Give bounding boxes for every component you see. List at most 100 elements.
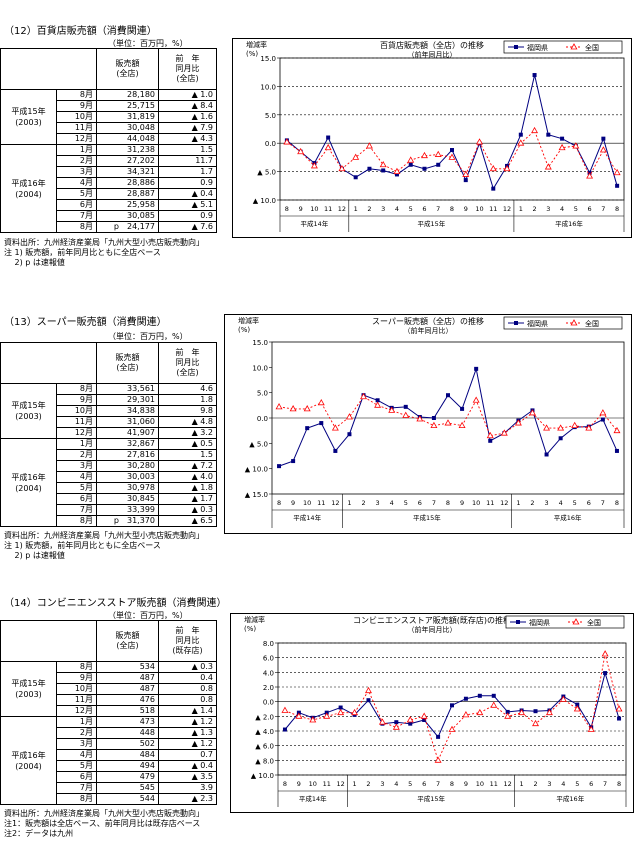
data-point-fukuoka	[366, 698, 371, 703]
sales-cell: 544	[96, 793, 159, 805]
sales-cell: p 24,177	[96, 221, 159, 233]
month-cell: 2月	[56, 449, 97, 461]
x-tick-label: 10	[309, 780, 317, 788]
yoy-cell: 1.7	[158, 166, 217, 178]
yoy-cell: ▲ 1.2	[158, 716, 217, 728]
x-tick-label: 11	[489, 205, 497, 213]
notes-conv: 資料出所：九州経済産業局「九州大型小売店販売動向」 注1：販売額は全店ベース、前年…	[4, 809, 204, 839]
yoy-cell: ▲ 6.5	[158, 515, 217, 527]
x-tick-label: 7	[432, 499, 436, 507]
data-point-national	[613, 168, 621, 176]
chart-frame	[224, 314, 632, 534]
sales-cell: 473	[96, 716, 159, 728]
data-point-national	[309, 716, 317, 723]
chart-dept: 百貨店販売額（全店）の推移 （前年同月比） 増減率 (%) 15.0 10.0 5.0 0.0…	[232, 38, 632, 242]
year-group-label: 平成15年	[417, 794, 445, 803]
sales-cell: 25,958	[96, 199, 159, 211]
month-cell: 3月	[56, 738, 97, 750]
yoy-cell: ▲ 1.3	[158, 727, 217, 739]
y-tick-label: 5.0	[257, 390, 268, 398]
y-tick-label: 15.0	[260, 55, 276, 63]
x-tick-label: 11	[323, 780, 331, 788]
y-tick-label: 10.0	[252, 364, 268, 372]
data-point-national	[543, 424, 551, 431]
table-row: 6月 30,845 ▲ 1.7	[1, 493, 217, 505]
data-point-national	[297, 147, 305, 155]
x-tick-label: 9	[291, 499, 295, 507]
x-tick-label: 8	[283, 780, 287, 788]
month-cell: 11月	[56, 694, 97, 706]
data-point-national	[613, 426, 621, 434]
sales-cell: 487	[96, 683, 159, 695]
x-tick-label: 9	[464, 205, 468, 213]
line-chart: 百貨店販売額（全店）の推移（前年同月比） 増減率(%)15.0 10.0 5.0 0.0…	[232, 38, 632, 238]
year-group-label: 平成15年 (2003)	[0, 89, 57, 145]
data-point-national	[601, 650, 609, 657]
yoy-cell: 4.6	[158, 383, 217, 395]
data-point-national	[352, 153, 360, 160]
sales-cell: 30,978	[96, 482, 159, 494]
table-row: 3月 34,321 1.7	[1, 166, 217, 178]
legend-marker-fukuoka	[514, 321, 518, 325]
sales-cell: 41,907	[96, 427, 159, 439]
sales-cell: 29,301	[96, 394, 159, 406]
year-group-label: 平成16年 (2004)	[0, 438, 57, 527]
y-tick-label: ▲ 4.0	[255, 728, 274, 736]
x-tick-label: 2	[361, 499, 365, 507]
unit-label-conv: （単位：百万円，%）	[108, 611, 188, 620]
y-axis-label: (%)	[238, 326, 250, 334]
x-tick-label: 1	[354, 205, 358, 213]
section-title-conv: （14）コンビニエンスストア販売額（消費関連）	[4, 598, 227, 609]
data-point-fukuoka	[600, 417, 605, 422]
sales-cell: 32,867	[96, 438, 159, 450]
x-tick-label: 10	[475, 205, 483, 213]
data-point-national	[489, 164, 497, 172]
month-cell: 2月	[56, 155, 97, 167]
legend-label: 全国	[587, 618, 601, 627]
data-point-fukuoka	[533, 709, 538, 714]
table-row: 7月 30,085 0.9	[1, 210, 217, 222]
note-line: 注 1) 販売額，前年同月比ともに全店ベース	[4, 248, 161, 257]
note-line: 注 1) 販売額，前年同月比ともに全店ベース	[4, 541, 161, 550]
table-header-row: 販売額 (全店) 前 年同月比 (全店)	[0, 342, 217, 384]
y-tick-label: ▲ 6.0	[255, 743, 274, 751]
x-tick-label: 8	[615, 205, 619, 213]
data-point-national	[545, 708, 553, 716]
table-col-header: 前 年同月比 (全店)	[158, 48, 217, 90]
data-point-national	[557, 424, 565, 431]
x-tick-label: 8	[450, 205, 454, 213]
year-group-label: 平成15年 (2003)	[0, 661, 57, 717]
yoy-cell: ▲ 7.2	[158, 460, 217, 472]
x-tick-label: 8	[615, 499, 619, 507]
legend-marker-national	[570, 43, 578, 50]
month-cell: 11月	[56, 122, 97, 134]
x-tick-label: 12	[338, 205, 346, 213]
data-point-fukuoka	[394, 720, 399, 725]
data-point-fukuoka	[431, 416, 436, 420]
month-cell: 12月	[56, 705, 97, 717]
chart-frame	[232, 38, 632, 238]
month-cell: 9月	[56, 672, 97, 684]
sales-cell: 28,886	[96, 177, 159, 189]
data-point-national	[500, 429, 508, 436]
yoy-cell: ▲ 1.2	[158, 738, 217, 750]
yoy-cell: 0.7	[158, 749, 217, 761]
sales-cell: 31,060	[96, 416, 159, 428]
data-point-fukuoka	[532, 73, 537, 78]
data-point-fukuoka	[282, 727, 287, 732]
month-cell: 5月	[56, 482, 97, 494]
chart-super: スーパー販売額（全店）の推移 （前年同月比） 増減率 (%) 15.0 10.0 5.0 0.…	[224, 314, 632, 538]
sales-cell: 30,048	[96, 122, 159, 134]
yoy-cell: ▲ 1.8	[158, 482, 217, 494]
x-tick-label: 1	[520, 780, 524, 788]
month-cell: 7月	[56, 504, 97, 516]
sales-cell: 31,238	[96, 144, 159, 156]
data-point-fukuoka	[408, 721, 413, 726]
data-point-national	[392, 723, 400, 730]
data-point-national	[434, 150, 442, 157]
data-point-national	[503, 164, 511, 172]
chart-title: コンビニエンスストア販売額(既存店)の推移	[353, 615, 511, 625]
data-point-fukuoka	[446, 393, 450, 398]
yoy-cell: ▲ 8.4	[158, 100, 217, 112]
data-point-fukuoka	[450, 703, 454, 708]
